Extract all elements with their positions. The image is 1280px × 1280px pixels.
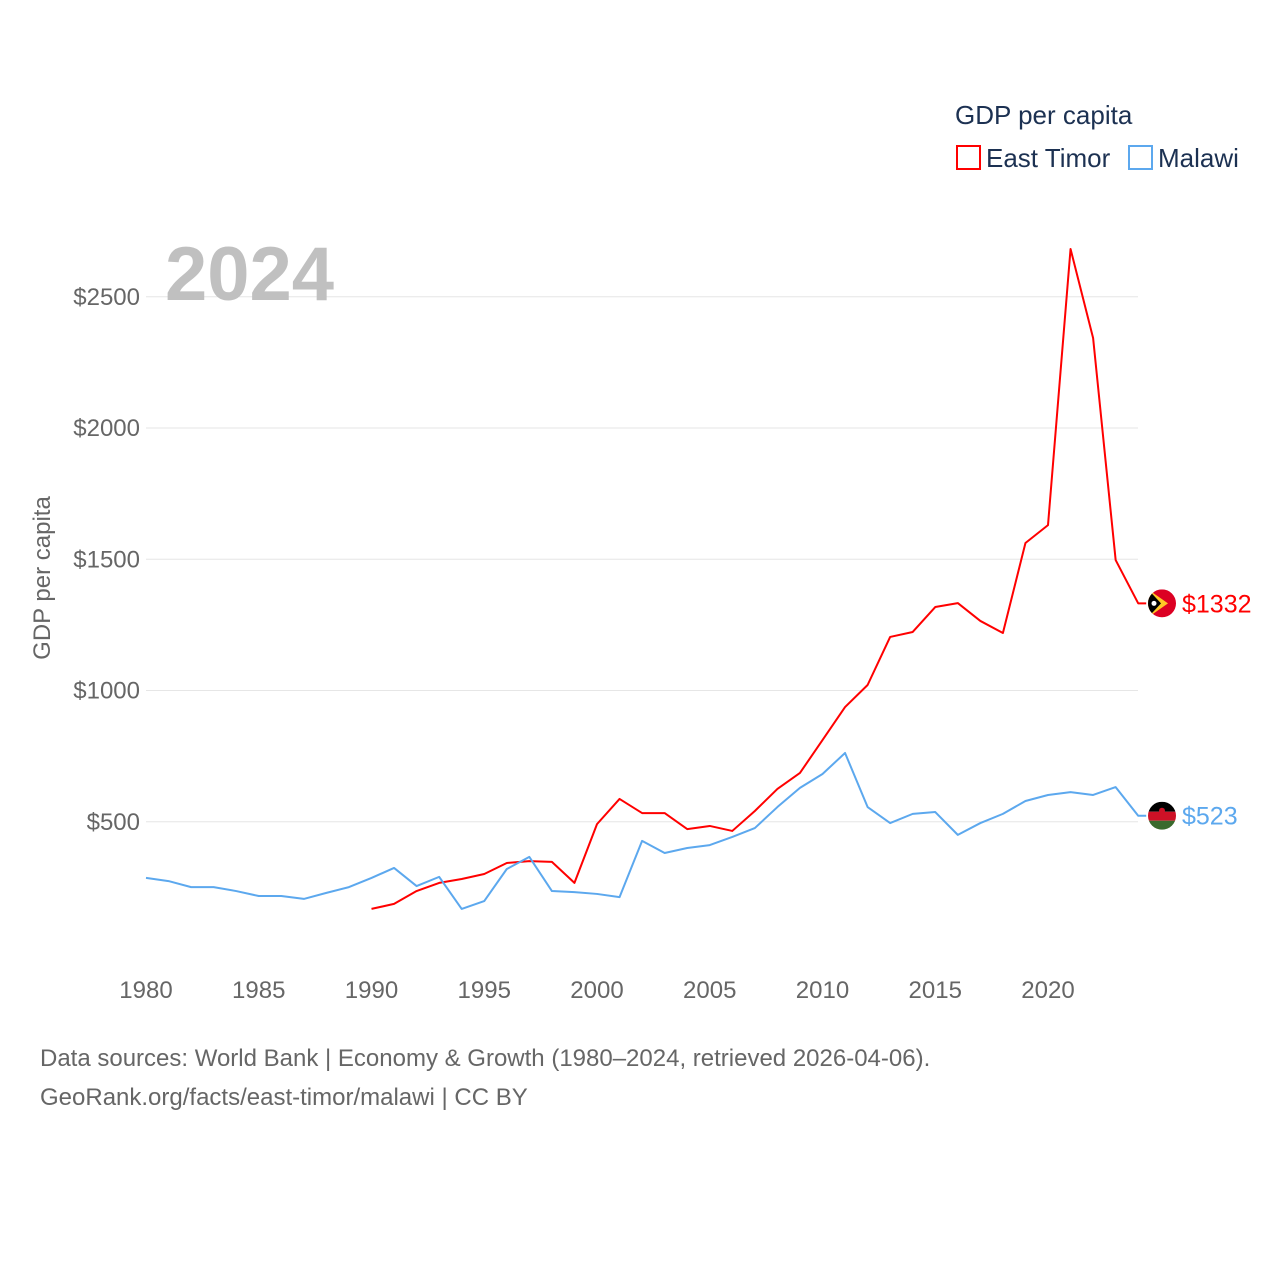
footer-credit: GeoRank.org/facts/east-timor/malawi | CC… (40, 1084, 528, 1111)
footer-sources: Data sources: World Bank | Economy & Gro… (40, 1045, 931, 1072)
flag-star (1151, 600, 1157, 606)
legend: GDP per capita East Timor Malawi (955, 100, 1239, 173)
legend-title: GDP per capita (955, 100, 1133, 130)
flag-body (1148, 801, 1176, 830)
x-tick-label: 1995 (458, 977, 511, 1004)
y-tick-label: $2000 (73, 415, 140, 442)
x-tick-label: 2000 (570, 977, 623, 1004)
y-tick-label: $1500 (73, 546, 140, 573)
end-value-label-east-timor: $1332 (1182, 590, 1252, 618)
flag-east-timor-icon (1148, 589, 1176, 618)
x-tick-label: 2005 (683, 977, 736, 1004)
legend-swatch-malawi (1128, 145, 1153, 170)
y-axis-label: GDP per capita (29, 496, 56, 660)
flag-sun (1159, 807, 1165, 814)
year-watermark: 2024 (165, 232, 334, 317)
x-tick-label: 1980 (119, 977, 172, 1004)
flag-red (1148, 811, 1176, 821)
legend-swatch-east-timor (956, 145, 981, 170)
x-tick-label: 1990 (345, 977, 398, 1004)
series-line-malawi (145, 751, 1147, 910)
y-tick-label: $1000 (73, 678, 140, 705)
flag-green (1148, 820, 1176, 830)
series-line-east-timor (371, 247, 1147, 910)
x-tick-label: 2015 (909, 977, 962, 1004)
flag-body (1148, 589, 1176, 618)
legend-label-malawi: Malawi (1158, 143, 1239, 173)
flag-malawi-icon (1148, 801, 1176, 830)
x-tick-label: 2020 (1021, 977, 1074, 1004)
legend-label-east-timor: East Timor (986, 143, 1111, 173)
y-tick-label: $2500 (73, 284, 140, 311)
x-tick-label: 2010 (796, 977, 849, 1004)
x-tick-label: 1985 (232, 977, 285, 1004)
end-value-label-malawi: $523 (1182, 803, 1238, 831)
flag-black (1148, 801, 1176, 812)
y-tick-label: $500 (87, 809, 140, 836)
